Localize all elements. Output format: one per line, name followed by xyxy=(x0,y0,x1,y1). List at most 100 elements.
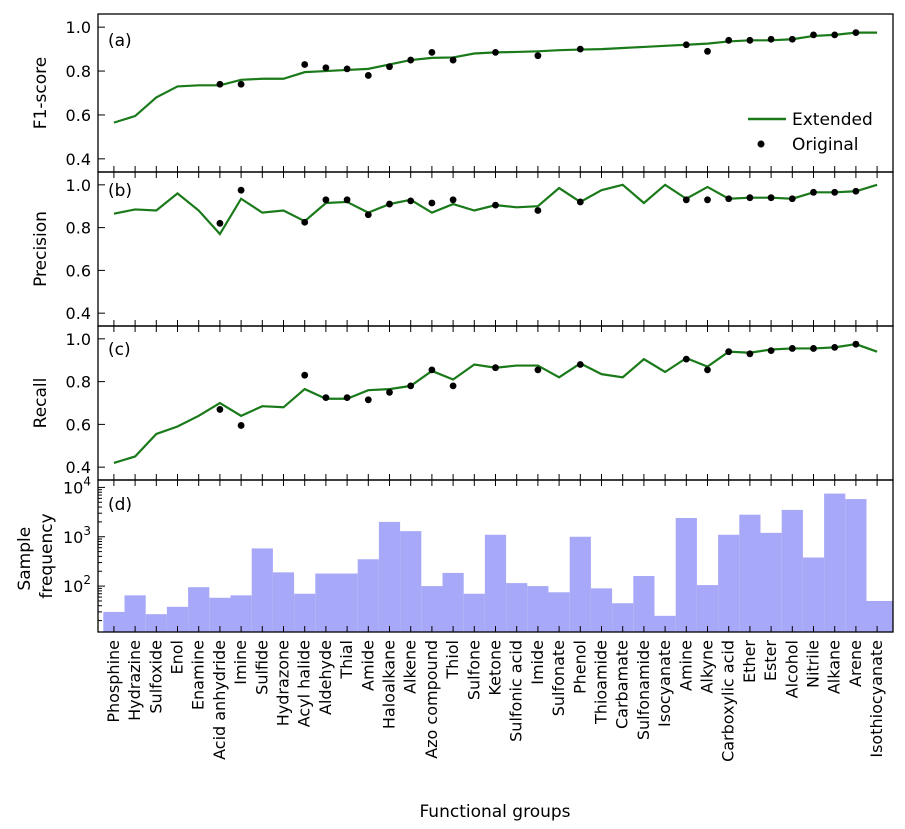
panel-a-original-point-alkyne xyxy=(704,47,711,55)
panel-c-original-point-ether xyxy=(746,350,754,358)
category-label-ketone: Ketone xyxy=(486,640,505,696)
panel-a-original-point-phenol xyxy=(576,45,584,53)
category-label-enamine: Enamine xyxy=(189,640,208,710)
panel-d-ytick-label: 102 xyxy=(63,573,91,596)
panel-a-ytick-label: 0.6 xyxy=(66,106,91,125)
panel-a-original-point-carboxylic-acid xyxy=(725,36,733,44)
panel-c-original-point-alkane xyxy=(831,343,839,351)
category-label-haloalkane: Haloalkane xyxy=(380,640,399,729)
panel-c-ylabel: Recall xyxy=(31,378,51,429)
panel-a-ticks: 0.4 0.6 0.8 1.0 xyxy=(66,18,878,172)
panel-b-original-point-nitrile xyxy=(810,188,817,196)
panel-c-original-point-ketone xyxy=(492,364,499,372)
panel-c-original-point-haloalkane xyxy=(386,388,393,396)
panel-c-extended-line xyxy=(113,343,878,464)
panel-b-original-point-ketone xyxy=(492,201,499,209)
panel-a-original-point-acyl-halide xyxy=(301,61,309,68)
panel-c-label: (c) xyxy=(108,340,131,360)
category-label-alkene: Alkene xyxy=(401,640,420,694)
panel-a-original-point-azo-compound xyxy=(428,49,436,56)
panel-c-ytick-label: 0.6 xyxy=(66,415,91,434)
bar-acyl-halide xyxy=(294,593,316,632)
panel-b-original-point-alcohol xyxy=(788,195,796,203)
panel-a-original-point-acid-anhydride xyxy=(216,80,224,88)
bar-azo-compound xyxy=(421,586,443,632)
bar-hydrazine xyxy=(124,595,146,632)
panel-b-original-point-amide xyxy=(364,211,372,219)
panel-d-ylabel: Sample frequency xyxy=(15,513,57,598)
panel-b-original-point-ether xyxy=(746,194,754,202)
panel-a-original-point-ether xyxy=(746,36,754,44)
category-label-thial: Thial xyxy=(337,640,356,680)
panel-c-ytick-label: 0.8 xyxy=(66,373,91,392)
bar-alkene xyxy=(400,531,422,632)
bar-thioamide xyxy=(590,588,613,632)
bar-sulfonic-acid xyxy=(506,583,528,632)
panel-d-ticks: 102 103 104 xyxy=(63,474,878,632)
panel-a-original-point-alcohol xyxy=(788,35,796,43)
bar-sulfonate xyxy=(548,592,570,632)
panel-a-original-point-imine xyxy=(237,80,245,88)
category-label-acid-anhydride: Acid anhydride xyxy=(210,640,229,760)
category-label-acyl-halide: Acyl halide xyxy=(295,640,314,727)
panel-b-ytick-label: 0.6 xyxy=(66,261,91,280)
panel-c-original-point-nitrile xyxy=(810,345,817,352)
category-label-phosphine: Phosphine xyxy=(104,640,123,723)
category-label-azo-compound: Azo compound xyxy=(422,640,441,759)
panel-b-ytick-label: 0.4 xyxy=(66,304,91,323)
panel-c-original-point-azo-compound xyxy=(428,366,436,374)
bar-enamine xyxy=(188,587,210,632)
bar-isocyanate xyxy=(654,615,676,632)
panel-a-ytick-label: 0.4 xyxy=(66,150,91,169)
category-label-enol: Enol xyxy=(168,640,187,674)
legend-original-marker xyxy=(757,140,765,148)
panel-c-ytick-label: 1.0 xyxy=(66,330,91,349)
category-label-isocyanate: Isocyanate xyxy=(655,640,674,727)
panel-b-original-point-acid-anhydride xyxy=(216,219,224,227)
bar-haloalkane xyxy=(378,521,401,632)
panel-a-original-point-aldehyde xyxy=(322,64,330,72)
category-label-hydrazine: Hydrazine xyxy=(125,640,144,721)
panel-a-original-point-alkane xyxy=(831,31,839,39)
panel-b-original-point-aldehyde xyxy=(322,196,330,204)
legend-extended-label: Extended xyxy=(792,110,873,130)
panel-a-ylabel: F1-score xyxy=(31,57,51,129)
panel-d-bars xyxy=(103,493,893,632)
category-label-sulfoxide: Sulfoxide xyxy=(146,640,165,714)
panel-b-original-point-alkene xyxy=(407,197,415,205)
bar-thiol xyxy=(442,572,464,632)
legend: Extended Original xyxy=(748,110,873,155)
panel-b: (b) 0.4 0.6 0.8 1.0 Precision xyxy=(31,171,894,327)
panel-b-frame xyxy=(97,171,894,327)
panel-c-original-point-imide xyxy=(534,366,542,374)
panel-c-original-point-aldehyde xyxy=(322,394,330,402)
panel-b-original-point-thial xyxy=(343,196,351,204)
panel-b-ylabel: Precision xyxy=(31,211,51,287)
panel-a-original-point-ester xyxy=(767,35,775,43)
category-labels: Phosphine Hydrazine Sulfoxide Enol Enamine Ac… xyxy=(104,640,886,762)
panel-c-original-point-alcohol xyxy=(788,345,796,352)
bar-amide xyxy=(357,559,379,632)
category-label-sulfonate: Sulfonate xyxy=(549,640,568,716)
category-label-amine: Amine xyxy=(676,640,695,691)
bar-sulfone xyxy=(463,593,485,632)
panel-a-original-point-amine xyxy=(682,41,690,49)
bar-ether xyxy=(739,514,761,632)
bar-phenol xyxy=(569,536,591,632)
bar-sulfonamide xyxy=(633,576,655,632)
panel-d-label: (d) xyxy=(108,495,132,515)
panel-b-original-point-ester xyxy=(767,194,775,202)
panel-a: (a) 0.4 0.6 0.8 1.0 F1-score Extended Origi… xyxy=(31,13,894,173)
panel-a-extended-line xyxy=(113,31,878,124)
panel-a-original-points xyxy=(216,29,860,88)
bar-aldehyde xyxy=(315,573,337,632)
category-label-thiol: Thiol xyxy=(443,640,462,680)
panel-b-original-point-haloalkane xyxy=(386,200,393,208)
category-label-alkyne: Alkyne xyxy=(698,640,717,694)
panel-c-ticks: 0.4 0.6 0.8 1.0 xyxy=(66,326,878,480)
panel-b-original-point-alkyne xyxy=(704,196,711,204)
bar-isothiocyanate xyxy=(866,600,893,632)
panel-c-original-point-alkyne xyxy=(704,366,711,374)
panel-d-ytick-label: 104 xyxy=(63,474,91,497)
